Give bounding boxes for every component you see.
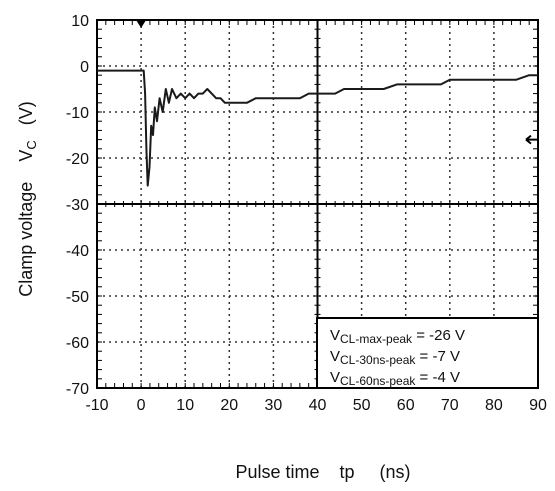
x-tick-label: 80 (485, 397, 503, 414)
y-tick-label: -20 (66, 151, 89, 168)
x-tick-label: 50 (353, 397, 371, 414)
x-tick-label: -10 (85, 397, 108, 414)
annotation-30ns-peak: VCL-30ns-peak = -7 V (330, 348, 460, 367)
x-tick-label: 40 (309, 397, 327, 414)
annotation-60ns-peak: VCL-60ns-peak = -4 V (330, 369, 460, 388)
y-axis-title-unit: (V) (16, 101, 36, 140)
y-tick-label: -60 (66, 335, 89, 352)
x-tick-labels: -10 0 10 20 30 40 50 60 70 80 90 (85, 397, 547, 414)
annotation-max-peak-subscript: CL-max-peak (340, 332, 413, 346)
x-tick-label: 10 (176, 397, 194, 414)
annotation-max-peak: VCL-max-peak = -26 V (330, 327, 465, 346)
annotation-max-peak-symbol: V (330, 327, 340, 344)
series-line-clamp-voltage (97, 69, 538, 187)
annotation-max-peak-value: = -26 V (412, 327, 465, 344)
y-axis-title: Clamp voltage VC (V) (16, 86, 39, 322)
x-tick-label: 20 (220, 397, 238, 414)
x-tick-label: 90 (529, 397, 547, 414)
annotation-30ns-peak-value: = -7 V (415, 348, 460, 365)
y-axis-title-text: Clamp voltage V (16, 150, 36, 297)
x-tick-label: 0 (137, 397, 146, 414)
y-tick-label: -50 (66, 289, 89, 306)
y-tick-label: -70 (66, 381, 89, 398)
annotation-60ns-peak-symbol: V (330, 369, 340, 386)
y-tick-label: -10 (66, 105, 89, 122)
annotation-box-frame (316, 317, 539, 389)
annotation-60ns-peak-subscript: CL-60ns-peak (340, 374, 416, 388)
x-tick-label: 30 (265, 397, 283, 414)
y-axis-title-subscript: C (24, 140, 39, 149)
trigger-marker (136, 20, 147, 28)
annotation-box: VCL-max-peak = -26 V VCL-30ns-peak = -7 … (316, 317, 539, 389)
y-tick-label: -40 (66, 243, 89, 260)
x-tick-label: 70 (441, 397, 459, 414)
y-tick-label: 0 (80, 59, 89, 76)
x-tick-label: 60 (397, 397, 415, 414)
y-tick-label: -30 (66, 197, 89, 214)
annotation-60ns-peak-value: = -4 V (415, 369, 460, 386)
y-tick-labels: 10 0 -10 -20 -30 -40 -50 -60 -70 (66, 13, 89, 398)
annotation-30ns-peak-symbol: V (330, 348, 340, 365)
level-marker (525, 134, 538, 145)
annotation-30ns-peak-subscript: CL-30ns-peak (340, 353, 416, 367)
y-tick-label: 10 (71, 13, 89, 30)
x-axis-title: Pulse time tp (ns) (235, 462, 410, 482)
